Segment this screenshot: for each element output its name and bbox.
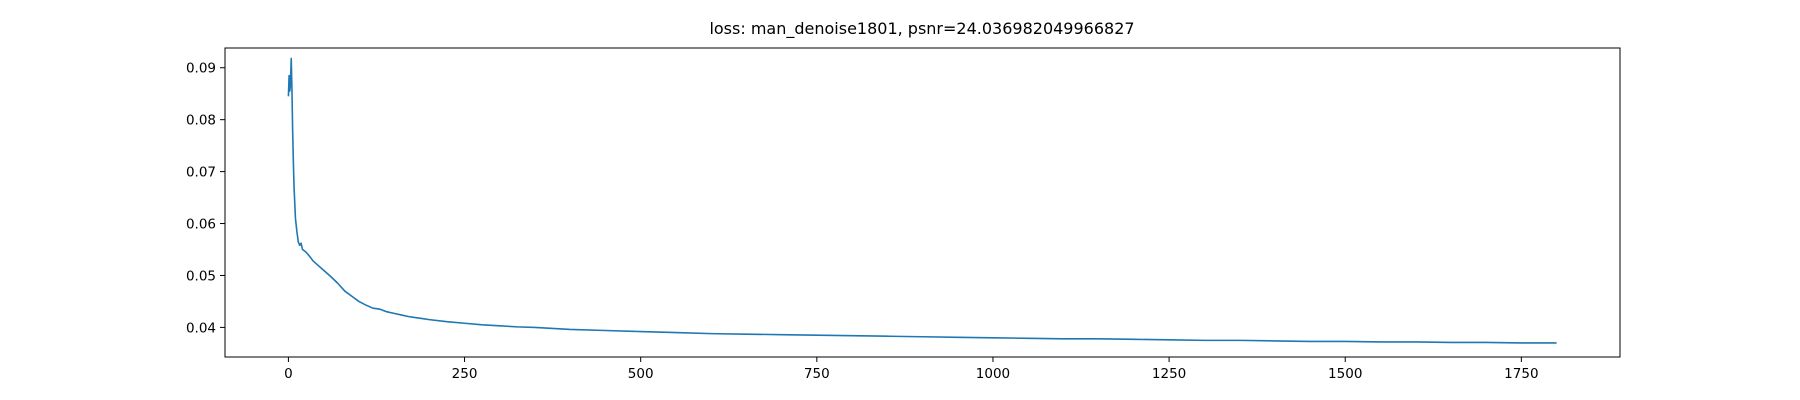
x-tick-label: 1000 xyxy=(976,366,1010,382)
x-tick-label: 0 xyxy=(284,366,293,382)
y-tick-label: 0.07 xyxy=(186,165,216,181)
x-tick-label: 1750 xyxy=(1504,366,1538,382)
x-axis: 0 250 500 750 1000 1250 1500 1750 xyxy=(284,357,1539,382)
chart-title: loss: man_denoise1801, psnr=24.036982049… xyxy=(709,19,1134,39)
x-tick-label: 1500 xyxy=(1328,366,1362,382)
y-tick-label: 0.06 xyxy=(186,217,216,233)
x-tick-label: 500 xyxy=(628,366,654,382)
y-tick-label: 0.08 xyxy=(186,113,216,129)
y-tick-label: 0.04 xyxy=(186,320,216,336)
x-tick-label: 1250 xyxy=(1152,366,1186,382)
x-tick-label: 250 xyxy=(452,366,478,382)
plot-area-frame xyxy=(224,47,1621,358)
y-axis: 0.04 0.05 0.06 0.07 0.08 0.09 xyxy=(186,61,225,336)
loss-series-line xyxy=(287,57,1557,344)
y-tick-label: 0.09 xyxy=(186,61,216,77)
y-tick-label: 0.05 xyxy=(186,268,216,284)
series-group xyxy=(287,57,1557,344)
x-tick-label: 750 xyxy=(804,366,830,382)
